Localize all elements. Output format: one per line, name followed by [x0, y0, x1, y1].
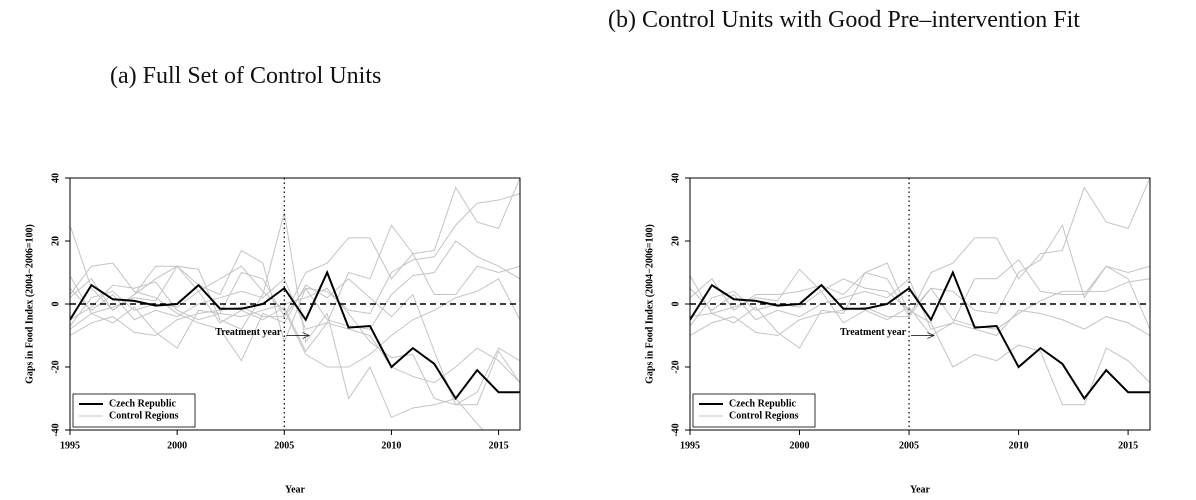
control-line — [690, 262, 1150, 330]
panel-title: (a) Full Set of Control Units — [110, 63, 382, 89]
x-axis-label: Year — [910, 484, 931, 495]
annotation: Treatment year — [215, 327, 282, 338]
x-tick-label: 2005 — [274, 440, 294, 451]
control-line — [690, 178, 1150, 349]
y-tick-label: -20 — [670, 360, 681, 373]
legend-label: Czech Republic — [109, 398, 177, 409]
x-tick-label: 1995 — [60, 440, 80, 451]
legend-box — [692, 393, 816, 428]
y-tick-label: 40 — [670, 173, 681, 183]
x-tick-label: 1995 — [680, 440, 700, 451]
x-tick-label: 2010 — [1009, 440, 1029, 451]
annotation: Treatment year — [840, 327, 907, 338]
x-tick-label: 2015 — [1118, 440, 1138, 451]
legend-box — [72, 393, 196, 428]
x-tick-label: 2010 — [381, 440, 401, 451]
control-line — [70, 265, 520, 368]
y-tick-label: -40 — [670, 423, 681, 436]
y-tick-label: 40 — [50, 173, 61, 183]
y-tick-label: 20 — [50, 236, 61, 246]
control-line — [70, 178, 520, 349]
legend-label: Czech Republic — [729, 398, 797, 409]
legend-label: Control Regions — [729, 410, 799, 421]
x-tick-label: 2015 — [489, 440, 509, 451]
control-line — [690, 290, 1150, 337]
y-tick-label: 0 — [50, 302, 61, 307]
x-tick-label: 2000 — [790, 440, 810, 451]
y-tick-label: -20 — [50, 360, 61, 373]
y-axis-label: Gaps in Food Index (2004−2006=100) — [644, 224, 655, 384]
panel-title: (b) Control Units with Good Pre–interven… — [608, 7, 1080, 33]
x-tick-label: 2000 — [167, 440, 187, 451]
x-tick-label: 2005 — [899, 440, 919, 451]
y-axis-label: Gaps in Food Index (2004−2006=100) — [24, 224, 35, 384]
y-tick-label: -40 — [50, 423, 61, 436]
plot-area — [690, 178, 1150, 406]
control-line — [690, 224, 1150, 337]
control-line — [70, 262, 520, 406]
control-line — [70, 290, 520, 384]
legend-label: Control Regions — [109, 410, 179, 421]
control-line — [690, 268, 1150, 406]
control-line — [70, 240, 520, 344]
control-line — [70, 281, 520, 406]
y-tick-label: 0 — [670, 302, 681, 307]
y-tick-label: 20 — [670, 236, 681, 246]
x-axis-label: Year — [285, 484, 306, 495]
